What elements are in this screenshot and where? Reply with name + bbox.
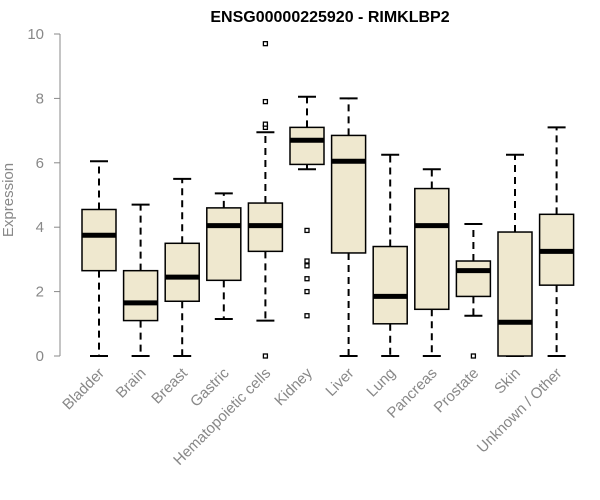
box-liver	[330, 97, 367, 357]
y-tick-label-2: 2	[36, 284, 44, 301]
box-rect-skin	[497, 231, 533, 357]
outlier-kidney-3	[304, 263, 310, 269]
box-rect-breast	[164, 242, 200, 303]
box-bladder	[81, 160, 117, 357]
box-rect-bladder	[81, 208, 117, 272]
y-axis-label: Expression	[0, 163, 17, 237]
x-label-breast: Breast	[148, 364, 191, 407]
box-rect-brain	[122, 269, 159, 322]
y-axis: 0 2 4 6 8 10	[27, 26, 61, 365]
box-breast	[164, 177, 200, 357]
x-label-kidney: Kidney	[271, 364, 316, 409]
box-unknown-other	[538, 126, 575, 357]
outlier-kidney-2	[304, 276, 310, 282]
y-tick-label-0: 0	[36, 348, 44, 365]
box-lung	[372, 153, 408, 357]
box-rect-liver	[330, 134, 367, 254]
outlier-hematopoietic-cells-4	[262, 41, 269, 47]
y-tick-label-10: 10	[27, 26, 44, 43]
box-rect-kidney	[289, 126, 325, 166]
outlier-kidney-4	[304, 258, 310, 264]
x-label-liver: Liver	[322, 365, 357, 400]
outlier-prostate-0	[470, 353, 477, 359]
outlier-hematopoietic-cells-2	[262, 121, 269, 127]
box-rect-lung	[372, 245, 408, 325]
box-rect-pancreas	[414, 187, 450, 311]
box-gastric	[206, 192, 242, 320]
boxes-group	[81, 41, 575, 359]
box-brain	[122, 203, 159, 357]
y-tick-label-4: 4	[36, 219, 44, 236]
x-label-skin: Skin	[491, 365, 524, 398]
box-skin	[497, 153, 533, 357]
x-label-prostate: Prostate	[431, 365, 483, 417]
box-pancreas	[414, 168, 450, 357]
box-kidney	[289, 95, 325, 319]
outlier-hematopoietic-cells-3	[262, 98, 269, 105]
chart-title: ENSG00000225920 - RIMKLBP2	[210, 9, 449, 26]
outlier-kidney-5	[304, 227, 310, 234]
outlier-hematopoietic-cells-0	[262, 353, 269, 359]
x-label-brain: Brain	[113, 365, 150, 402]
box-hematopoietic-cells	[247, 41, 284, 359]
x-label-bladder: Bladder	[59, 365, 108, 414]
box-rect-gastric	[206, 207, 242, 282]
y-tick-label-8: 8	[36, 90, 44, 107]
x-label-lung: Lung	[363, 365, 399, 401]
outlier-kidney-0	[304, 313, 310, 319]
box-prostate	[455, 222, 492, 359]
box-rect-prostate	[455, 260, 492, 298]
outlier-kidney-1	[304, 288, 310, 295]
y-tick-label-6: 6	[36, 155, 44, 172]
